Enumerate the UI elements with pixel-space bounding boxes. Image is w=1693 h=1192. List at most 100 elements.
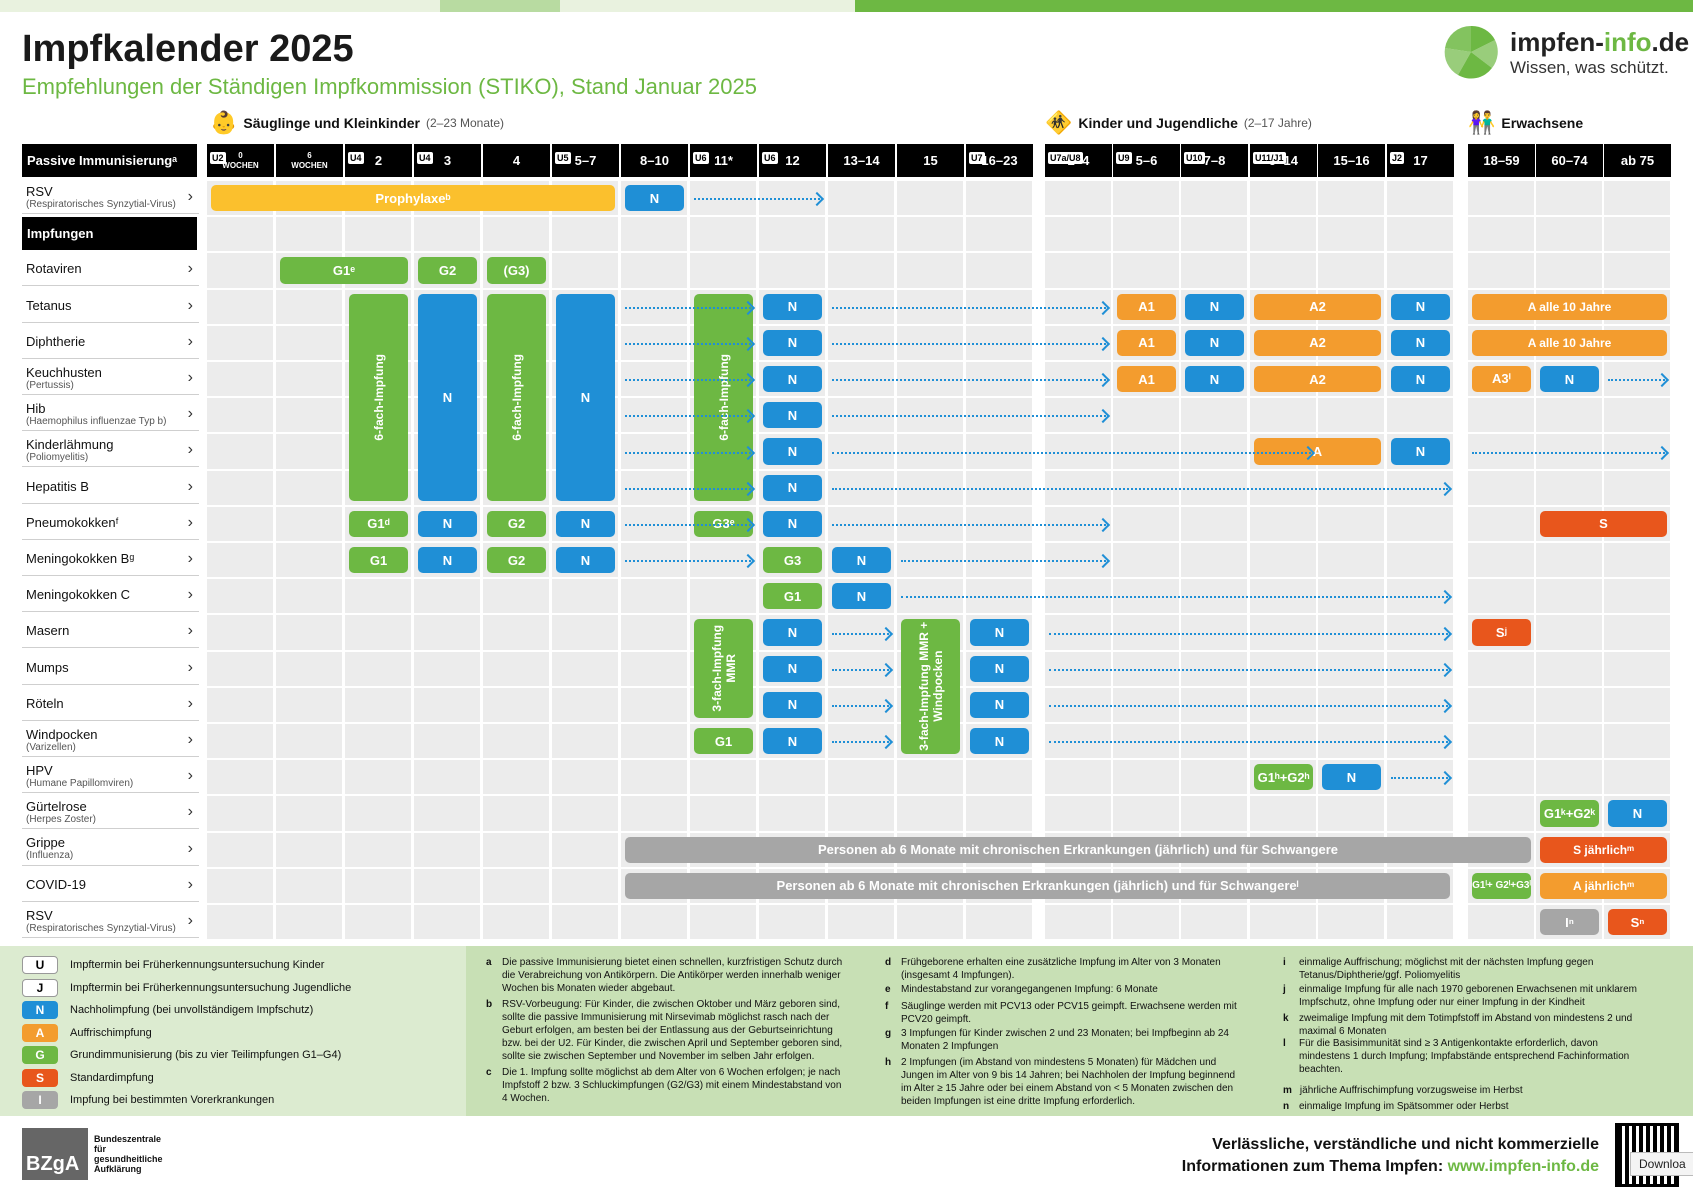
grid-cell[interactable] <box>345 615 411 650</box>
grid-cell[interactable] <box>1250 796 1316 831</box>
grid-cell[interactable] <box>1318 217 1384 252</box>
column-header[interactable]: 15 <box>897 144 964 177</box>
row-label-8[interactable]: Hepatitis B › <box>22 470 199 504</box>
grid-cell[interactable] <box>276 615 342 650</box>
continuation-arrow[interactable] <box>625 306 751 309</box>
grid-cell[interactable] <box>1604 615 1670 650</box>
grid-cell[interactable] <box>207 905 273 940</box>
grid-cell[interactable] <box>828 181 894 216</box>
vaccine-block[interactable]: 6-fach-Impfung <box>487 293 546 501</box>
row-label-7[interactable]: Kinderlähmung (Poliomyelitis) › <box>22 433 199 468</box>
vaccine-block[interactable]: A1 <box>1117 329 1176 356</box>
chevron-right-icon[interactable]: › <box>187 694 193 712</box>
grid-cell[interactable] <box>1468 724 1534 759</box>
vaccine-block[interactable]: G1ˡ+ G2ˡ+G3ˡ <box>1472 872 1531 899</box>
vaccine-block[interactable]: G1 <box>763 583 822 610</box>
grid-cell[interactable] <box>207 470 273 505</box>
continuation-arrow[interactable] <box>1049 704 1448 707</box>
grid-cell[interactable] <box>1468 579 1534 614</box>
continuation-arrow[interactable] <box>832 632 889 635</box>
grid-cell[interactable] <box>1318 506 1384 541</box>
grid-cell[interactable] <box>966 181 1032 216</box>
grid-cell[interactable] <box>1250 181 1316 216</box>
continuation-arrow[interactable] <box>625 342 751 345</box>
footnote-c[interactable]: c Die 1. Impfung sollte möglichst ab dem … <box>486 1067 842 1104</box>
vaccine-block[interactable]: N <box>1185 366 1244 393</box>
grid-cell[interactable] <box>1536 687 1602 722</box>
grid-cell[interactable] <box>1113 217 1179 252</box>
grid-cell[interactable] <box>1045 760 1111 795</box>
grid-cell[interactable] <box>690 253 756 288</box>
chevron-right-icon[interactable]: › <box>187 731 193 748</box>
column-header[interactable]: 5–7 U5 <box>552 144 619 177</box>
grid-cell[interactable] <box>1604 687 1670 722</box>
grid-cell[interactable] <box>1604 543 1670 578</box>
grid-cell[interactable] <box>345 796 411 831</box>
footnote-f[interactable]: f Säuglinge werden mit PCV13 oder PCV15 g… <box>885 1001 1237 1025</box>
vaccine-block[interactable]: N <box>763 366 822 393</box>
grid-cell[interactable] <box>552 217 618 252</box>
vaccine-block[interactable]: 3-fach-Impfung MMR + Windpocken <box>901 619 960 755</box>
grid-cell[interactable] <box>345 868 411 903</box>
vaccine-block[interactable]: N <box>418 547 477 574</box>
vaccine-block[interactable]: G2 <box>487 510 546 537</box>
grid-cell[interactable] <box>207 832 273 867</box>
grid-cell[interactable] <box>1468 398 1534 433</box>
footnote-a[interactable]: a Die passive Immunisierung bietet einen … <box>486 957 843 994</box>
grid-cell[interactable] <box>483 687 549 722</box>
grid-cell[interactable] <box>1387 796 1453 831</box>
vaccine-block[interactable]: Personen ab 6 Monate mit chronischen Erk… <box>625 836 1531 863</box>
legend-item[interactable]: N Nachholimpfung (bei unvollständigem Imp… <box>22 1001 313 1019</box>
chevron-right-icon[interactable]: › <box>187 332 193 350</box>
column-header[interactable]: 8–10 <box>621 144 688 177</box>
chevron-right-icon[interactable]: › <box>187 839 193 857</box>
grid-cell[interactable] <box>552 687 618 722</box>
footnote-m[interactable]: m jährliche Auffrischimpfung vorzugsweise… <box>1283 1085 1523 1096</box>
row-label-2[interactable]: Rotaviren › <box>22 252 199 287</box>
grid-cell[interactable] <box>828 905 894 940</box>
grid-cell[interactable] <box>621 217 687 252</box>
website-link[interactable]: www.impfen-info.de <box>1447 1158 1599 1175</box>
grid-cell[interactable] <box>1045 253 1111 288</box>
grid-cell[interactable] <box>1536 398 1602 433</box>
grid-cell[interactable] <box>1318 796 1384 831</box>
vaccine-block[interactable]: N <box>763 474 822 501</box>
grid-cell[interactable] <box>828 253 894 288</box>
grid-cell[interactable] <box>483 217 549 252</box>
grid-cell[interactable] <box>1318 253 1384 288</box>
grid-cell[interactable] <box>690 905 756 940</box>
chevron-right-icon[interactable]: › <box>187 550 193 567</box>
vaccine-block[interactable]: G1ᵏ+G2ᵏ <box>1540 800 1599 827</box>
column-header[interactable]: ab 75 <box>1604 144 1671 177</box>
grid-cell[interactable] <box>552 905 618 940</box>
grid-cell[interactable] <box>759 905 825 940</box>
vaccine-block[interactable]: G1 <box>349 547 408 574</box>
continuation-arrow[interactable] <box>832 306 1106 309</box>
chevron-right-icon[interactable]: › <box>187 513 193 531</box>
chevron-right-icon[interactable]: › <box>187 441 193 459</box>
chevron-right-icon[interactable]: › <box>187 260 193 278</box>
grid-cell[interactable] <box>276 325 342 360</box>
grid-cell[interactable] <box>483 760 549 795</box>
continuation-arrow[interactable] <box>901 560 1106 563</box>
grid-cell[interactable] <box>1387 506 1453 541</box>
grid-cell[interactable] <box>1536 181 1602 216</box>
row-label-12[interactable]: Masern › <box>22 614 199 649</box>
grid-cell[interactable] <box>759 760 825 795</box>
grid-cell[interactable] <box>1387 543 1453 578</box>
grid-cell[interactable] <box>1181 905 1247 940</box>
grid-cell[interactable] <box>1181 796 1247 831</box>
grid-cell[interactable] <box>759 253 825 288</box>
chevron-right-icon[interactable]: › <box>187 405 193 423</box>
vaccine-block[interactable]: N <box>1391 438 1450 465</box>
grid-cell[interactable] <box>1604 760 1670 795</box>
grid-cell[interactable] <box>1604 724 1670 759</box>
chevron-right-icon[interactable]: › <box>187 622 193 640</box>
grid-cell[interactable] <box>897 905 963 940</box>
vaccine-block[interactable]: G1ᵈ <box>349 510 408 537</box>
vaccine-block[interactable]: N <box>1608 800 1667 827</box>
vaccine-block[interactable]: N <box>970 691 1029 718</box>
continuation-arrow[interactable] <box>1049 741 1448 744</box>
grid-cell[interactable] <box>414 217 480 252</box>
grid-cell[interactable] <box>1250 506 1316 541</box>
